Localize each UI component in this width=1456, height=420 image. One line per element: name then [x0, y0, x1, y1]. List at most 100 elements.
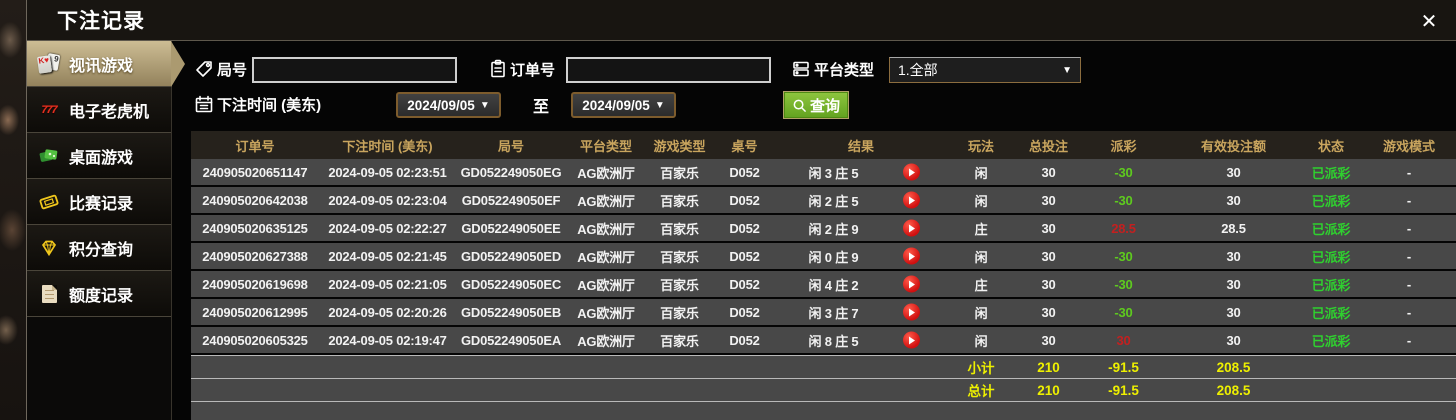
sidebar-item-table-games[interactable]: 桌面游戏	[27, 133, 171, 179]
column-header: 状态	[1317, 138, 1344, 154]
cell-play: 闲	[974, 305, 988, 321]
play-video-icon[interactable]	[903, 275, 920, 293]
column-header: 派彩	[1110, 138, 1137, 154]
column-header: 订单号	[235, 138, 275, 154]
cell-order-no: 240905020642038	[202, 192, 308, 208]
platform-type-select[interactable]: 1.全部 ▼	[889, 57, 1081, 83]
platform-type-value: 1.全部	[898, 62, 938, 78]
date-to-picker[interactable]: 2024/09/05 ▼	[571, 92, 676, 118]
cell-platform: AG欧洲厅	[577, 193, 635, 209]
round-number-input[interactable]	[252, 57, 457, 83]
close-icon[interactable]: ✕	[1420, 10, 1438, 33]
play-video-icon[interactable]	[903, 331, 920, 349]
cell-status: 已派彩	[1311, 249, 1351, 265]
sidebar-item-quota-records[interactable]: 额度记录	[27, 271, 171, 317]
result-text: 闲 2 庄 5	[808, 193, 859, 209]
sidebar-item-video-games[interactable]: 9 K♥ 视讯游戏	[27, 41, 185, 87]
cell-round-no: GD052249050EA	[460, 332, 562, 348]
cell-round-no: GD052249050EE	[461, 220, 561, 236]
cell-order-no: 240905020605325	[202, 332, 308, 348]
query-button-label: 查询	[809, 97, 840, 115]
sidebar-item-points-query[interactable]: 积分查询	[27, 225, 171, 271]
table-row: 240905020605325 2024-09-05 02:19:47 GD0522…	[191, 327, 1456, 353]
result-text: 闲 0 庄 9	[808, 249, 859, 265]
cell-platform: AG欧洲厅	[577, 333, 635, 349]
cell-bet-time: 2024-09-05 02:20:26	[328, 304, 447, 320]
cell-game-mode: -	[1406, 332, 1412, 348]
clipboard-icon	[491, 59, 505, 78]
play-video-icon[interactable]	[903, 247, 920, 265]
cell-order-no: 240905020619698	[202, 276, 308, 292]
cell-table-no: D052	[729, 220, 760, 236]
sidebar-item-label: 桌面游戏	[69, 149, 134, 167]
cell-bet-time: 2024-09-05 02:21:45	[328, 248, 447, 264]
cell-result: 闲 8 庄 5	[776, 327, 946, 353]
play-video-icon[interactable]	[903, 191, 920, 209]
column-header: 游戏类型	[653, 138, 706, 154]
cell-status: 已派彩	[1311, 333, 1351, 349]
play-video-icon[interactable]	[903, 303, 920, 321]
result-text: 闲 4 庄 2	[808, 277, 859, 293]
play-video-icon[interactable]	[903, 163, 920, 181]
cell-game-type: 百家乐	[660, 277, 699, 293]
cell-table-no: D052	[729, 276, 760, 292]
order-number-input[interactable]	[566, 57, 771, 83]
sidebar-item-label: 视讯游戏	[69, 57, 134, 75]
cell-status: 已派彩	[1311, 277, 1351, 293]
result-text: 闲 8 庄 5	[808, 333, 859, 349]
background-game-strip	[0, 0, 26, 420]
subtotal-label: 小计	[967, 361, 995, 376]
column-header: 局号	[497, 138, 524, 154]
cell-order-no: 240905020651147	[202, 164, 308, 180]
column-header: 平台类型	[579, 138, 632, 154]
table-row: 240905020642038 2024-09-05 02:23:04 GD0522…	[191, 187, 1456, 213]
cell-table-no: D052	[729, 164, 760, 180]
cell-round-no: GD052249050EC	[460, 276, 562, 292]
table-row: 240905020612995 2024-09-05 02:20:26 GD0522…	[191, 299, 1456, 325]
cell-play: 闲	[974, 165, 988, 181]
cell-table-no: D052	[729, 304, 760, 320]
green-cards-icon	[38, 145, 60, 167]
cell-platform: AG欧洲厅	[577, 165, 635, 181]
table-row: 240905020651147 2024-09-05 02:23:51 GD0522…	[191, 159, 1456, 185]
title-bar: 下注记录 ✕	[27, 0, 1456, 41]
cell-valid-bet: 30	[1226, 332, 1241, 348]
cell-game-mode: -	[1406, 220, 1412, 236]
total-valid-bet: 208.5	[1216, 382, 1251, 398]
date-from-picker[interactable]: 2024/09/05 ▼	[396, 92, 501, 118]
table-empty-area	[191, 401, 1456, 420]
tag-icon	[196, 61, 212, 77]
dialog-title: 下注记录	[57, 10, 145, 33]
chevron-down-icon: ▼	[654, 99, 665, 111]
table-row: 240905020635125 2024-09-05 02:22:27 GD0522…	[191, 215, 1456, 241]
bet-records-table: 订单号 下注时间 (美东) 局号 平台类型 游戏类型 桌号 结果 玩法 总投注 派彩 有效投注额 状态…	[191, 131, 1456, 420]
play-video-icon[interactable]	[903, 219, 920, 237]
cell-valid-bet: 30	[1226, 304, 1241, 320]
date-range-to-label: 至	[533, 99, 550, 116]
cell-platform: AG欧洲厅	[577, 305, 635, 321]
cell-payout: -30	[1114, 304, 1133, 320]
cell-round-no: GD052249050ED	[460, 248, 562, 264]
cell-total-bet: 30	[1041, 164, 1056, 180]
sidebar-item-slots[interactable]: 777 电子老虎机	[27, 87, 171, 133]
sidebar-item-label: 电子老虎机	[69, 103, 150, 121]
date-from-value: 2024/09/05	[407, 97, 475, 113]
sidebar-item-match-records[interactable]: 比赛记录	[27, 179, 171, 225]
total-payout: -91.5	[1108, 382, 1139, 398]
diamond-icon	[38, 237, 60, 259]
search-icon	[793, 99, 806, 112]
cell-total-bet: 30	[1041, 276, 1056, 292]
cell-valid-bet: 30	[1226, 164, 1241, 180]
cell-payout: 30	[1116, 332, 1131, 348]
cell-game-type: 百家乐	[660, 165, 699, 181]
chevron-down-icon: ▼	[1062, 64, 1072, 76]
table-row: 240905020619698 2024-09-05 02:21:05 GD0522…	[191, 271, 1456, 297]
query-button[interactable]: 查询	[783, 91, 849, 119]
cell-platform: AG欧洲厅	[577, 221, 635, 237]
cell-total-bet: 30	[1041, 248, 1056, 264]
cell-round-no: GD052249050EG	[460, 164, 562, 180]
platform-type-label: 平台类型	[814, 62, 875, 79]
cell-valid-bet: 30	[1226, 192, 1241, 208]
cell-result: 闲 2 庄 9	[776, 215, 946, 241]
column-header: 下注时间 (美东)	[342, 138, 433, 154]
